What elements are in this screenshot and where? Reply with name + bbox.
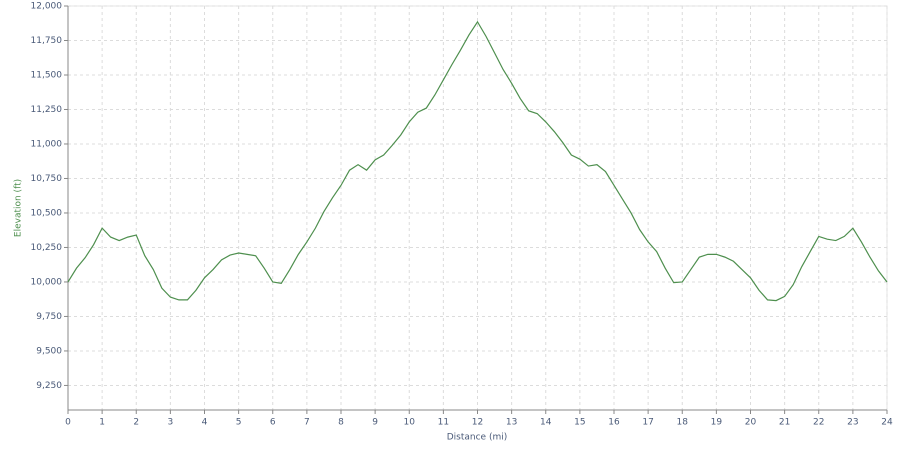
y-tick-label: 10,500: [31, 208, 63, 218]
y-tick-label: 11,000: [31, 139, 63, 149]
x-tick-label: 17: [642, 418, 653, 428]
y-tick-label: 12,000: [31, 2, 63, 12]
x-tick-label: 24: [881, 418, 893, 428]
y-tick-label: 9,250: [36, 381, 62, 391]
x-tick-label: 2: [133, 418, 139, 428]
x-tick-label: 1: [99, 418, 105, 428]
y-tick-label: 10,750: [31, 174, 63, 184]
y-tick-label: 10,000: [31, 277, 63, 287]
x-tick-label: 13: [506, 418, 517, 428]
y-tick-label: 11,250: [31, 105, 63, 115]
x-tick-label: 4: [202, 418, 208, 428]
x-tick-label: 21: [779, 418, 790, 428]
x-tick-label: 10: [404, 418, 416, 428]
x-tick-label: 19: [711, 418, 723, 428]
x-tick-label: 11: [438, 418, 449, 428]
elevation-line: [67, 20, 888, 302]
x-tick-label: 12: [472, 418, 483, 428]
y-tick-label: 9,750: [36, 312, 62, 322]
x-tick-label: 18: [677, 418, 689, 428]
x-tick-label: 9: [372, 418, 378, 428]
x-tick-label: 16: [608, 418, 620, 428]
x-tick-label: 8: [338, 418, 344, 428]
y-tick-label: 10,250: [31, 243, 63, 253]
x-tick-label: 20: [745, 418, 757, 428]
x-tick-label: 7: [304, 418, 310, 428]
x-tick-label: 5: [236, 418, 242, 428]
x-axis-title: Distance (mi): [447, 433, 508, 443]
y-axis-title: Elevation (ft): [14, 179, 24, 237]
x-tick-label: 23: [847, 418, 858, 428]
x-tick-label: 3: [168, 418, 174, 428]
x-tick-label: 14: [540, 418, 552, 428]
x-tick-label: 0: [65, 418, 71, 428]
y-tick-label: 11,750: [31, 36, 63, 46]
x-tick-label: 6: [270, 418, 276, 428]
y-tick-label: 11,500: [31, 70, 63, 80]
x-tick-label: 15: [574, 418, 585, 428]
y-tick-label: 9,500: [36, 346, 62, 356]
x-tick-label: 22: [813, 418, 824, 428]
